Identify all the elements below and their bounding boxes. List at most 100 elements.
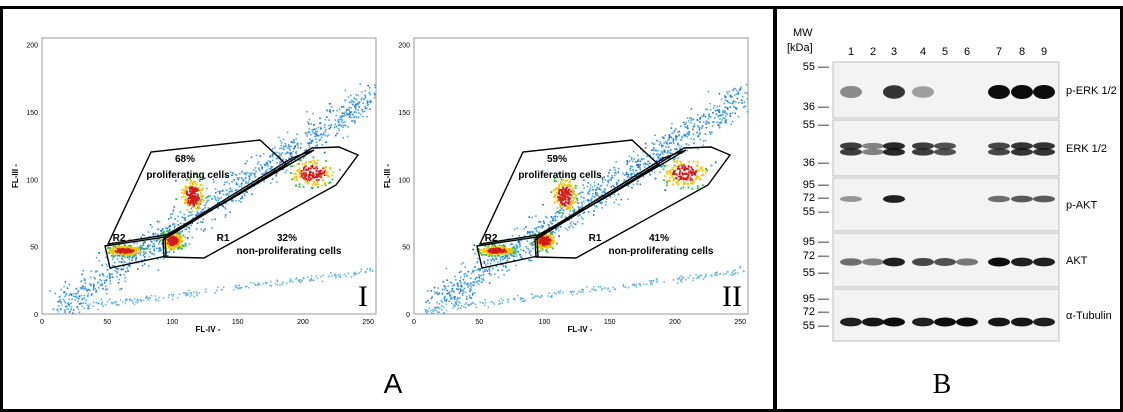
scatter-point bbox=[559, 196, 561, 199]
scatter-point bbox=[364, 105, 366, 108]
scatter-point bbox=[721, 119, 724, 121]
scatter-point bbox=[288, 144, 290, 146]
scatter-point bbox=[704, 133, 707, 135]
scatter-point bbox=[223, 181, 226, 184]
scatter-point bbox=[191, 210, 194, 213]
scatter-point bbox=[687, 120, 690, 122]
scatter-point bbox=[101, 302, 103, 304]
scatter-point bbox=[593, 196, 596, 198]
scatter-point bbox=[122, 258, 124, 261]
scatter-point bbox=[639, 163, 642, 166]
scatter-point bbox=[191, 187, 193, 190]
scatter-point bbox=[502, 246, 505, 249]
scatter-point bbox=[675, 138, 677, 140]
blot-band bbox=[988, 195, 1010, 203]
scatter-point bbox=[149, 248, 152, 250]
scatter-point bbox=[648, 162, 651, 165]
scatter-point bbox=[192, 187, 195, 190]
scatter-point bbox=[176, 247, 179, 250]
scatter-point bbox=[105, 292, 108, 295]
scatter-point bbox=[476, 269, 479, 271]
scatter-point bbox=[530, 254, 532, 257]
scatter-point bbox=[570, 224, 572, 227]
scatter-point bbox=[271, 148, 274, 150]
scatter-point bbox=[153, 245, 156, 248]
scatter-point bbox=[559, 203, 561, 206]
scatter-point bbox=[241, 195, 244, 197]
scatter-point bbox=[322, 132, 325, 135]
scatter-point bbox=[185, 192, 188, 195]
scatter-point bbox=[494, 249, 497, 252]
scatter-point bbox=[481, 251, 484, 254]
scatter-point bbox=[263, 180, 266, 183]
scatter-point bbox=[347, 126, 349, 128]
scatter-point bbox=[306, 182, 309, 185]
scatter-point bbox=[614, 169, 617, 171]
scatter-point bbox=[311, 164, 314, 167]
scatter-point bbox=[466, 274, 468, 277]
scatter-point bbox=[620, 198, 623, 201]
scatter-point bbox=[325, 171, 328, 174]
scatter-point bbox=[633, 172, 636, 175]
scatter-point bbox=[201, 187, 204, 190]
scatter-point bbox=[613, 201, 616, 204]
scatter-point bbox=[209, 195, 212, 197]
scatter-point bbox=[639, 167, 641, 169]
scatter-point bbox=[80, 294, 83, 297]
scatter-point bbox=[314, 132, 316, 135]
scatter-point bbox=[490, 301, 492, 303]
scatter-point bbox=[442, 306, 445, 309]
scatter-point bbox=[326, 110, 329, 112]
scatter-point bbox=[194, 196, 197, 199]
blot-band bbox=[1033, 142, 1055, 150]
scatter-point bbox=[143, 241, 145, 243]
scatter-point bbox=[444, 295, 447, 298]
scatter-point bbox=[179, 245, 182, 248]
scatter-point bbox=[555, 219, 557, 222]
scatter-point bbox=[350, 276, 353, 278]
scatter-point bbox=[186, 237, 189, 239]
scatter-point bbox=[458, 292, 461, 294]
scatter-point bbox=[626, 176, 629, 178]
scatter-point bbox=[692, 279, 694, 282]
scatter-point bbox=[616, 187, 619, 189]
scatter-point bbox=[77, 308, 80, 310]
scatter-point bbox=[603, 191, 606, 194]
scatter-point bbox=[171, 243, 173, 246]
scatter-point bbox=[340, 118, 342, 121]
scatter-point bbox=[485, 254, 488, 256]
blot-label: p-AKT bbox=[1066, 200, 1097, 212]
scatter-point bbox=[173, 235, 176, 238]
scatter-point bbox=[343, 273, 346, 276]
scatter-point bbox=[112, 265, 115, 267]
scatter-point bbox=[669, 171, 672, 174]
scatter-point bbox=[573, 201, 575, 204]
scatter-point bbox=[137, 300, 140, 302]
scatter-point bbox=[442, 280, 445, 283]
scatter-point bbox=[198, 198, 201, 201]
scatter-point bbox=[298, 167, 301, 170]
scatter-point bbox=[354, 103, 357, 106]
scatter-point bbox=[726, 91, 728, 93]
scatter-point bbox=[567, 196, 570, 199]
scatter-point bbox=[633, 173, 636, 176]
scatter-point bbox=[497, 251, 500, 254]
scatter-point bbox=[159, 239, 162, 242]
scatter-point bbox=[680, 187, 683, 190]
scatter-point bbox=[459, 288, 461, 290]
scatter-point bbox=[593, 205, 596, 208]
scatter-point bbox=[147, 299, 149, 302]
scatter-point bbox=[142, 248, 145, 250]
scatter-point bbox=[569, 185, 572, 188]
scatter-point bbox=[299, 176, 302, 178]
scatter-point bbox=[314, 176, 317, 178]
scatter-point bbox=[589, 189, 591, 192]
scatter-point bbox=[291, 165, 293, 167]
scatter-point bbox=[745, 83, 748, 86]
scatter-point bbox=[699, 118, 702, 120]
scatter-point bbox=[617, 193, 620, 196]
scatter-point bbox=[290, 152, 293, 154]
y-axis-label: FL-III - bbox=[11, 164, 20, 188]
scatter-point bbox=[286, 282, 288, 285]
scatter-point bbox=[253, 173, 256, 175]
